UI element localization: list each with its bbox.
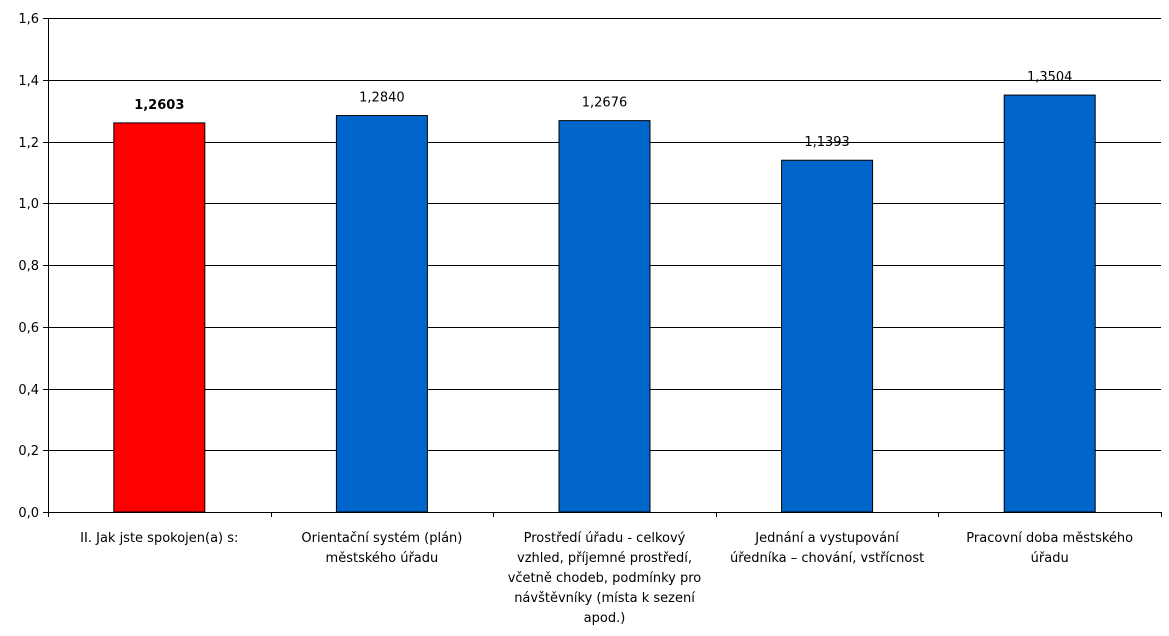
bar xyxy=(1003,94,1096,513)
category-label-line: Orientační systém (plán) xyxy=(301,531,462,546)
category-labels: II. Jak jste spokojen(a) s: Orientační sy… xyxy=(80,531,1133,626)
data-label: 1,2840 xyxy=(359,91,405,106)
y-tick-label: 0,2 xyxy=(18,444,39,459)
category-label-line: vzhled, příjemné prostředí, xyxy=(517,551,692,566)
y-tick-label: 1,6 xyxy=(18,12,39,27)
category-label-line: apod.) xyxy=(584,611,626,626)
y-tick-label: 0,4 xyxy=(18,383,39,398)
category-label-line: úředníka – chování, vstřícnost xyxy=(730,551,924,566)
y-tick-label: 0,8 xyxy=(18,259,39,274)
bars xyxy=(113,94,1096,513)
bar xyxy=(335,115,428,513)
category-label-line: návštěvníky (místa k sezení xyxy=(514,591,695,606)
category-label-line: Prostředí úřadu - celkový xyxy=(524,531,686,546)
y-tick-label: 0,6 xyxy=(18,321,39,336)
category-label-line: Pracovní doba městského xyxy=(966,531,1133,546)
bar xyxy=(781,159,874,513)
category-label-line: včetně chodeb, podmínky pro xyxy=(508,571,702,586)
data-label: 1,2676 xyxy=(582,96,628,111)
y-tick-label: 0,0 xyxy=(18,506,39,521)
data-label: 1,1393 xyxy=(804,135,850,150)
y-tick-labels: 0,0 0,2 0,4 0,6 0,8 1,0 1,2 1,4 1,6 xyxy=(18,12,39,521)
category-label: II. Jak jste spokojen(a) s: xyxy=(80,531,238,546)
category-label: Jednání a vystupování úředníka – chování,… xyxy=(730,531,924,566)
category-label-line: městského úřadu xyxy=(326,551,439,566)
data-label: 1,3504 xyxy=(1027,70,1073,85)
y-tick-label: 1,0 xyxy=(18,197,39,212)
category-label-line: II. Jak jste spokojen(a) s: xyxy=(80,531,238,546)
category-label: Orientační systém (plán) městského úřadu xyxy=(301,531,462,566)
category-label-line: úřadu xyxy=(1031,551,1069,566)
category-label-line: Jednání a vystupování xyxy=(754,531,899,546)
y-tick-label: 1,4 xyxy=(18,74,39,89)
bar xyxy=(113,122,206,513)
bar xyxy=(558,120,651,513)
category-label: Prostředí úřadu - celkový vzhled, příjemn… xyxy=(508,531,702,626)
y-tick-label: 1,2 xyxy=(18,136,39,151)
data-label: 1,2603 xyxy=(134,98,184,113)
data-labels: 1,2603 1,2840 1,2676 1,1393 1,3504 xyxy=(134,70,1072,150)
axes xyxy=(43,18,1162,517)
category-label: Pracovní doba městského úřadu xyxy=(966,531,1133,566)
